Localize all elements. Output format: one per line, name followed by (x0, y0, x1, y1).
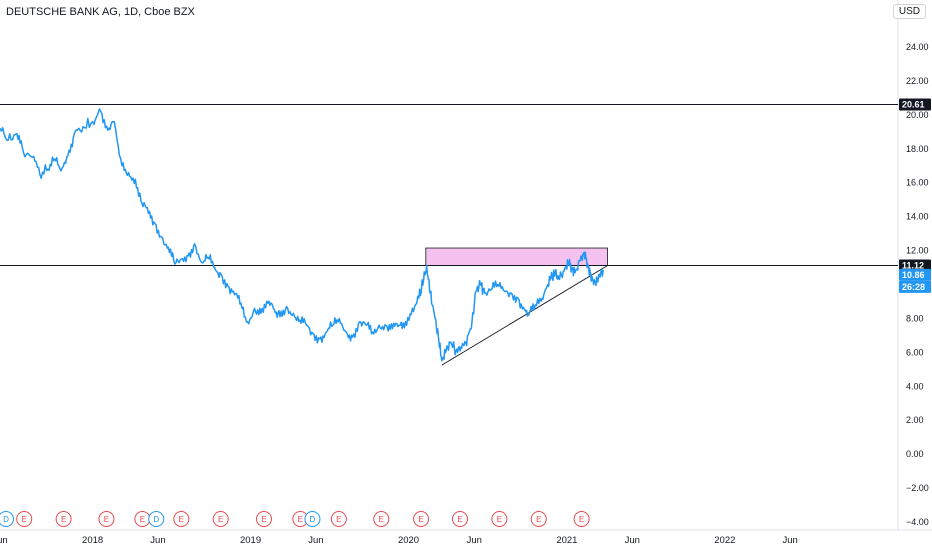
x-tick-label: Jun (150, 535, 165, 546)
earnings-event[interactable]: E (16, 511, 33, 527)
x-tick-label: Jun (625, 535, 640, 546)
event-marker (148, 511, 165, 527)
x-tick-label: 2022 (714, 535, 735, 546)
x-tick-label: 2019 (240, 535, 261, 546)
event-label: D (153, 515, 159, 524)
x-tick-label: Jun (308, 535, 323, 546)
earnings-event[interactable]: E (134, 511, 151, 527)
event-marker (212, 511, 229, 527)
earnings-event[interactable]: E (413, 511, 430, 527)
x-tick-label: Jun (783, 535, 798, 546)
x-tick-label: 2018 (82, 535, 103, 546)
trendline (441, 265, 608, 366)
price-tag-0: 20.61 (899, 98, 931, 111)
price-tag-3: 26:28 (899, 280, 931, 293)
event-label: E (218, 515, 223, 524)
earnings-event[interactable]: E (573, 511, 590, 527)
earnings-event[interactable]: E (530, 511, 547, 527)
event-marker (55, 511, 72, 527)
earnings-event[interactable]: E (98, 511, 115, 527)
price-tag-label: 26:28 (902, 282, 925, 292)
y-tick-label: 20.00 (906, 110, 929, 120)
earnings-event[interactable]: E (255, 511, 272, 527)
event-label: E (457, 515, 462, 524)
earnings-event[interactable]: E (491, 511, 508, 527)
event-marker (573, 511, 590, 527)
event-marker (255, 511, 272, 527)
earnings-event[interactable]: E (173, 511, 190, 527)
event-marker (0, 511, 14, 527)
event-label: E (140, 515, 145, 524)
price-tag-label: 20.61 (902, 100, 925, 110)
dividend-event[interactable]: D (0, 511, 14, 527)
event-marker (98, 511, 115, 527)
earnings-event[interactable]: E (373, 511, 390, 527)
price-tag-2: 10.86 (899, 268, 931, 281)
y-tick-label: 4.00 (906, 381, 924, 391)
event-label: D (3, 515, 9, 524)
price-tag-bg (899, 280, 931, 293)
event-label: E (298, 515, 303, 524)
event-label: E (536, 515, 541, 524)
x-tick-label: 2020 (398, 535, 419, 546)
dividend-event[interactable]: D (148, 511, 165, 527)
price-tag-1: 11.12 (899, 259, 931, 272)
event-marker (452, 511, 469, 527)
y-tick-label: 6.00 (906, 347, 924, 357)
x-tick-label: Jun (0, 535, 8, 546)
price-tag-bg (899, 259, 931, 272)
y-tick-label: 2.00 (906, 415, 924, 425)
earnings-event[interactable]: E (212, 511, 229, 527)
y-tick-label: −2.00 (906, 483, 929, 493)
y-tick-label: −4.00 (906, 517, 929, 527)
event-label: E (104, 515, 109, 524)
y-tick-label: 24.00 (906, 42, 929, 52)
event-marker (16, 511, 33, 527)
event-marker (491, 511, 508, 527)
y-tick-label: 16.00 (906, 178, 929, 188)
earnings-event[interactable]: E (330, 511, 347, 527)
dividend-event[interactable]: D (304, 511, 321, 527)
price-line (0, 108, 604, 362)
currency-button[interactable]: USD (892, 4, 926, 19)
y-tick-label: 0.00 (906, 449, 924, 459)
event-marker (413, 511, 430, 527)
y-tick-label: 12.00 (906, 246, 929, 256)
event-marker (330, 511, 347, 527)
event-label: E (336, 515, 341, 524)
event-label: D (310, 515, 316, 524)
event-label: E (418, 515, 423, 524)
event-label: E (579, 515, 584, 524)
event-marker (304, 511, 321, 527)
x-tick-label: 2021 (556, 535, 577, 546)
event-label: E (22, 515, 27, 524)
y-tick-label: 18.00 (906, 144, 929, 154)
event-label: E (261, 515, 266, 524)
event-label: E (179, 515, 184, 524)
y-tick-label: 8.00 (906, 313, 924, 323)
event-label: E (379, 515, 384, 524)
earnings-event[interactable]: E (55, 511, 72, 527)
event-marker (373, 511, 390, 527)
price-tag-bg (899, 268, 931, 281)
earnings-event[interactable]: E (452, 511, 469, 527)
x-tick-label: Jun (467, 535, 482, 546)
event-marker (530, 511, 547, 527)
y-tick-label: 22.00 (906, 76, 929, 86)
price-tag-bg (899, 98, 931, 111)
price-tag-label: 10.86 (902, 270, 925, 280)
price-tag-label: 11.12 (902, 261, 924, 271)
chart-title: DEUTSCHE BANK AG, 1D, Cboe BZX (6, 6, 195, 18)
event-marker (173, 511, 190, 527)
y-tick-label: 14.00 (906, 212, 929, 222)
event-label: E (497, 515, 502, 524)
event-label: E (61, 515, 66, 524)
